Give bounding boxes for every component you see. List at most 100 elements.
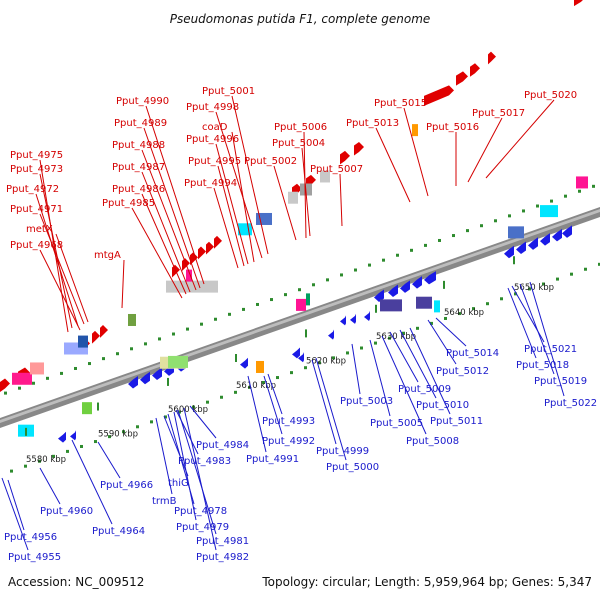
gene-arrow [412,276,422,289]
leader-line [39,213,85,325]
tick-dot [452,234,455,238]
tick-dot [472,307,475,311]
gene-arrow [354,141,364,156]
gene-arrow [292,347,300,359]
leader-line [131,207,183,299]
gene-label-reverse: Pput_5019 [534,376,587,387]
tick-mark [443,280,445,289]
tick-dot [256,302,259,306]
leader-line [231,95,269,255]
gene-label-reverse: Pput_4979 [176,522,229,533]
kbp-tick-label: 5620 kbp [306,356,346,366]
leader-line [145,105,205,285]
leader-line [141,149,197,291]
gene-label-forward: Pput_4995 [188,156,241,167]
gene-label-forward: Pput_5017 [472,108,525,119]
tick-dot [94,440,97,444]
gene-label-reverse: Pput_5021 [524,344,577,355]
gene-arrow [470,63,480,77]
tick-dot [130,347,133,351]
tick-dot [52,454,55,458]
gene-arrow [552,228,562,242]
gene-label-reverse: thiG [168,478,189,489]
gene-arrow [340,315,346,326]
tick-mark [235,354,237,363]
kbp-tick-label: 5640 kbp [444,308,484,318]
gene-label-reverse: Pput_4991 [246,454,299,465]
feature-block [166,280,218,293]
tick-dot [18,386,21,390]
gene-arrow [340,150,350,165]
tick-dot [326,278,329,282]
gene-label-reverse: Pput_4966 [100,480,153,491]
tick-dot [430,321,433,325]
feature-block [576,176,588,189]
leader-line [39,159,69,333]
gene-arrow [350,313,356,324]
tick-dot [60,371,63,375]
tick-dot [438,238,441,242]
gene-arrow [364,310,370,321]
leader-line [467,117,503,183]
gene-label-reverse: Pput_4960 [40,506,93,517]
gene-label-forward: mtgA [94,250,121,261]
leader-line [519,283,555,375]
leader-line [97,441,121,479]
tick-dot [284,293,287,297]
tick-dot [578,189,581,193]
gene-arrow [328,329,334,340]
tick-dot [466,229,469,233]
tick-dot [158,337,161,341]
leader-line [409,327,451,415]
leader-line [39,249,81,331]
tick-dot [340,273,343,277]
leader-line [389,331,419,383]
gene-label-reverse: Pput_5011 [430,416,483,427]
gene-arrow [206,241,214,255]
gene-label-forward: Pput_4975 [10,150,63,161]
gene-label-reverse: Pput_5005 [370,418,423,429]
tick-dot [116,352,119,356]
gene-label-reverse: Pput_5022 [544,398,597,409]
feature-block [416,296,432,309]
gene-label-forward: Pput_4994 [184,178,237,189]
feature-block [256,212,272,225]
tick-dot [388,336,391,340]
gene-label-reverse: Pput_4978 [174,506,227,517]
gene-label-forward: Pput_4996 [186,134,239,145]
gene-label-reverse: Pput_4982 [196,552,249,563]
gene-label-forward: Pput_4998 [186,102,239,113]
tick-dot [24,464,27,468]
tick-dot [228,312,231,316]
tick-dot [192,405,195,409]
gene-label-forward: Pput_5004 [272,138,325,149]
feature-block [168,355,188,368]
accession-text: Accession: NC_009512 [8,575,144,589]
tick-dot [514,292,517,296]
feature-block [296,298,306,311]
tick-dot [46,376,49,380]
gene-label-reverse: Pput_4993 [262,416,315,427]
tick-dot [564,194,567,198]
gene-arrow [152,367,162,381]
gene-label-reverse: Pput_5014 [446,348,499,359]
tick-dot [144,342,147,346]
tick-mark [25,427,27,436]
leader-line [177,409,217,535]
gene-label-forward: Pput_4971 [10,204,63,215]
leader-line [485,99,555,179]
leader-line [71,439,113,525]
leader-line [217,165,245,267]
tick-dot [480,224,483,228]
gene-arrow [400,280,410,293]
leader-line [163,415,189,477]
gene-arrow [92,330,100,344]
gene-arrow [240,357,248,369]
tick-dot [556,277,559,281]
tick-dot [298,288,301,292]
tick-dot [10,469,13,473]
tick-dot [486,302,489,306]
tick-dot [206,400,209,404]
feature-block [380,299,402,312]
gene-label-forward: Pput_5013 [346,118,399,129]
